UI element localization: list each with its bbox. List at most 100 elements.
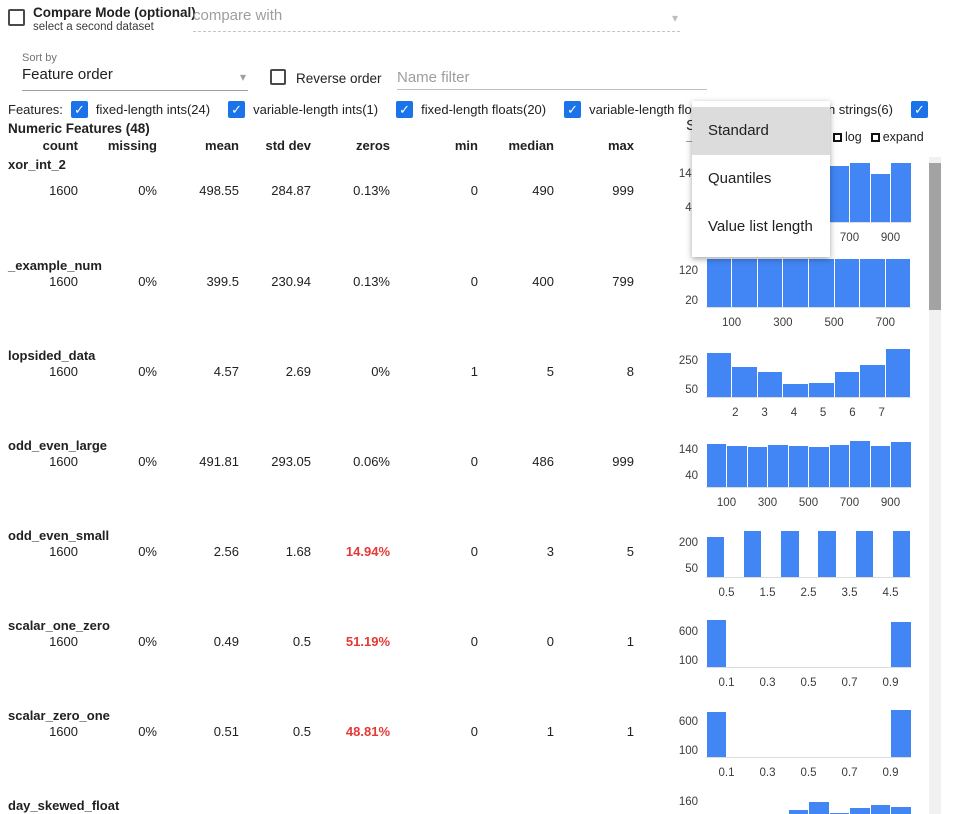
histogram [706,620,911,668]
histogram-bar[interactable] [860,259,885,307]
cell-std-dev: 293.05 [271,454,311,469]
vertical-scrollbar[interactable] [929,157,941,814]
histogram-bar[interactable] [768,445,788,487]
x-axis-tick: 0.7 [841,767,858,779]
histogram-bar[interactable] [788,446,808,487]
numeric-features-title: Numeric Features (48) [8,121,150,136]
histogram-bar[interactable] [706,537,725,577]
histogram-bar[interactable] [829,166,849,222]
feature-name: day_skewed_float [8,798,120,813]
feature-type-checkbox[interactable]: ✓ [70,100,88,118]
histogram-bar[interactable] [781,531,799,577]
menu-item-value-list-length[interactable]: Value list length [708,218,813,235]
menu-item-quantiles[interactable]: Quantiles [708,170,772,187]
histogram-bar[interactable] [747,447,767,487]
feature-type-checkbox[interactable]: ✓ [228,100,246,118]
histogram-bar[interactable] [706,444,726,487]
compare-mode-checkbox[interactable] [8,9,25,26]
histogram [706,440,911,488]
histogram-bar[interactable] [706,620,726,667]
histogram-bar[interactable] [732,259,757,307]
x-axis-tick: 100 [716,497,737,509]
cell-mean: 0.51 [213,724,239,739]
cell-zeros: 48.81% [345,724,390,739]
histogram-bar[interactable] [809,802,829,814]
histogram-bar[interactable] [834,372,860,397]
histogram-bar[interactable] [818,531,836,577]
histogram-bar[interactable] [891,163,911,222]
feature-name: odd_even_large [8,438,107,453]
y-axis-tick: 120 [678,265,698,277]
scrollbar-thumb[interactable] [929,163,941,310]
chart-type-menu: Standard Quantiles Value list length [692,101,830,257]
cell-std-dev: 0.5 [292,634,311,649]
histogram-bar[interactable] [870,174,890,222]
histogram-bar[interactable] [829,445,849,487]
histogram-bar[interactable] [891,807,911,814]
y-axis-tick: 600 [678,716,698,729]
cell-median: 490 [532,183,554,198]
histogram-bar[interactable] [788,810,808,814]
sort-by-select[interactable]: Feature order ▾ [22,66,248,91]
x-axis-tick: 500 [798,497,819,509]
x-axis-tick: 500 [824,317,844,329]
cell-max: 999 [612,183,634,198]
histogram-bar[interactable] [732,367,757,397]
cell-missing: 0% [138,634,157,649]
histogram-bar[interactable] [706,353,732,397]
histogram-bar[interactable] [706,712,726,757]
histogram-bar[interactable] [743,531,762,577]
x-axis-tick: 5 [819,407,827,419]
menu-item-standard[interactable]: Standard [692,107,830,155]
cell-std-dev: 2.69 [285,364,311,379]
feature-name: scalar_zero_one [8,708,110,723]
histogram-bar[interactable] [850,163,870,222]
feature-type-checkbox[interactable]: ✓ [396,100,414,118]
column-header-min: min [454,138,478,153]
histogram-bar[interactable] [870,446,890,487]
histogram-bar[interactable] [850,808,870,814]
histogram-bar[interactable] [783,384,808,397]
reverse-order-checkbox[interactable] [270,69,286,85]
histogram-bar[interactable] [885,259,911,307]
histogram-bar[interactable] [757,372,783,397]
histogram-bar[interactable] [891,622,911,667]
histogram-bar[interactable] [891,710,911,757]
cell-count: 1600 [49,183,78,198]
cell-missing: 0% [138,183,157,198]
feature-type-checkbox[interactable]: ✓ [564,100,582,118]
histogram-bar[interactable] [809,447,829,487]
log-checkbox[interactable] [833,132,842,142]
x-axis-tick: 700 [839,497,860,509]
histogram-bar[interactable] [834,259,860,307]
feature-type-checkbox[interactable]: ✓ [910,100,928,118]
cell-min: 0 [470,634,478,649]
cell-mean: 4.57 [213,364,239,379]
cell-median: 5 [546,364,554,379]
cell-median: 1 [546,724,554,739]
histogram-bar[interactable] [706,259,732,307]
histogram [706,710,911,758]
histogram-bar[interactable] [891,442,911,487]
histogram-bar[interactable] [727,446,747,487]
feature-name: _example_num [8,258,102,273]
histogram-bar[interactable] [757,259,783,307]
compare-with-select[interactable]: compare with ▾ [193,7,680,32]
y-axis-tick: 200 [678,537,698,550]
feature-name: odd_even_small [8,528,110,543]
cell-std-dev: 1.68 [285,544,311,559]
x-axis-tick: 300 [757,497,778,509]
expand-checkbox[interactable] [870,132,880,142]
name-filter-input[interactable] [397,66,707,90]
histogram-bar[interactable] [885,349,911,397]
histogram-bar[interactable] [870,805,890,814]
histogram-bar[interactable] [809,383,834,397]
histogram-bar[interactable] [855,531,874,577]
histogram-bar[interactable] [892,531,911,577]
histogram-bar[interactable] [850,441,870,487]
feature-type-label: fixed-length ints(24) [95,101,211,117]
histogram-bar[interactable] [783,259,808,307]
histogram-bar[interactable] [860,365,885,397]
histogram-bar[interactable] [809,259,834,307]
